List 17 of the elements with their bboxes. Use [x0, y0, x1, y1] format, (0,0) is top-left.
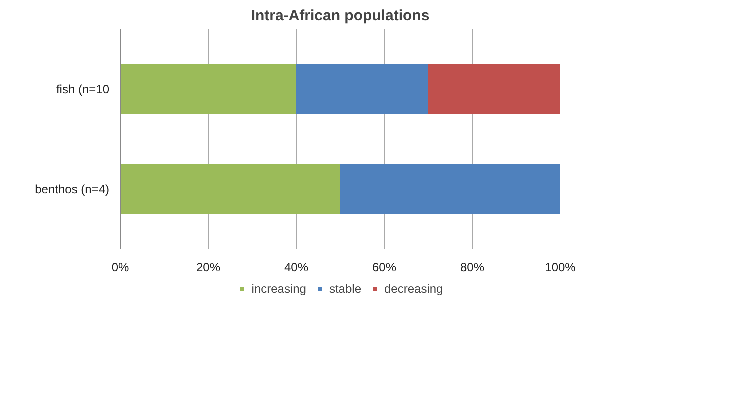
- legend-label: decreasing: [384, 282, 444, 296]
- x-tick-label: 40%: [284, 260, 309, 274]
- legend-label: increasing: [252, 282, 306, 296]
- y-tick-label: benthos (n=4): [35, 182, 110, 196]
- y-tick-label: fish (n=10: [56, 82, 110, 96]
- x-tick-label: 20%: [196, 260, 221, 274]
- bar: [296, 64, 428, 114]
- bar: [428, 64, 560, 114]
- legend-label: stable: [329, 282, 362, 296]
- x-tick-label: 80%: [460, 260, 485, 274]
- bar: [340, 164, 560, 214]
- x-tick-label: 0%: [112, 260, 130, 274]
- bar: [120, 64, 296, 114]
- chart-title: Intra-African populations: [251, 8, 430, 24]
- x-tick-label: 60%: [372, 260, 397, 274]
- bar: [120, 164, 340, 214]
- x-tick-label: 100%: [545, 260, 576, 274]
